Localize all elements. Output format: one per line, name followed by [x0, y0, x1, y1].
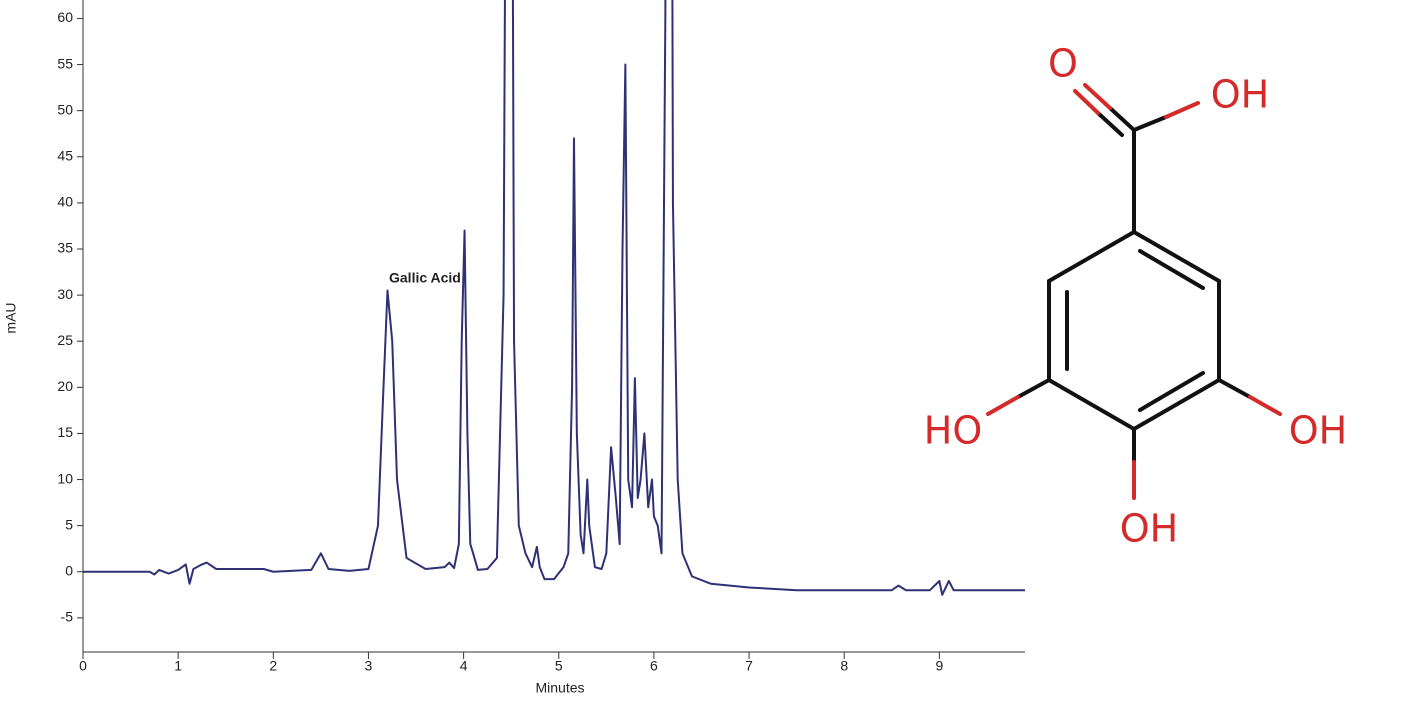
x-axis-label: Minutes — [535, 680, 584, 696]
bond — [1138, 371, 1205, 412]
atom-label: OH — [1211, 73, 1269, 117]
bond — [1073, 89, 1100, 115]
bond — [1108, 106, 1136, 132]
x-tick-label: 6 — [650, 658, 658, 674]
bond — [1132, 378, 1221, 431]
x-tick-label: 3 — [365, 658, 373, 674]
x-tick-label: 4 — [460, 658, 468, 674]
bond — [1083, 83, 1112, 110]
y-tick-label: 30 — [57, 286, 73, 302]
bond — [1096, 111, 1124, 137]
molecule: O OH HO OH OH — [924, 42, 1347, 551]
atom-label: O — [1048, 42, 1078, 86]
bond — [1248, 395, 1282, 416]
y-tick-label: 15 — [57, 424, 73, 440]
x-tick-label: 7 — [745, 658, 753, 674]
bond — [986, 395, 1020, 416]
bond — [1016, 378, 1051, 399]
bond — [1132, 230, 1221, 283]
y-tick-label: 55 — [57, 55, 73, 71]
bond — [1217, 378, 1252, 399]
x-tick-label: 2 — [269, 658, 277, 674]
chromatogram-line — [83, 0, 1025, 596]
chart: Minutes mAU Gallic Acid -505101520253035… — [3, 0, 1025, 696]
bond — [1132, 115, 1168, 132]
x-tick-label: 9 — [935, 658, 943, 674]
y-tick-label: 10 — [57, 470, 73, 486]
y-axis-label: mAU — [3, 302, 19, 333]
y-tick-label: 35 — [57, 240, 73, 256]
bond — [1047, 378, 1136, 431]
y-tick-label: 0 — [65, 562, 73, 578]
y-tick-label: 60 — [57, 9, 73, 25]
y-tick-label: 5 — [65, 516, 73, 532]
y-tick-label: 20 — [57, 378, 73, 394]
bond — [1164, 101, 1200, 119]
y-tick-label: 50 — [57, 101, 73, 117]
annotation: Gallic Acid — [389, 270, 461, 286]
atom-label: HO — [924, 409, 982, 453]
bond — [1047, 230, 1136, 283]
x-tick-label: 5 — [555, 658, 563, 674]
atom-label: OH — [1120, 507, 1178, 551]
y-tick-label: 25 — [57, 332, 73, 348]
x-tick-label: 1 — [174, 658, 182, 674]
y-tick-label: -5 — [61, 609, 74, 625]
atom-label: OH — [1289, 409, 1347, 453]
x-tick-label: 0 — [79, 658, 87, 674]
y-tick-label: 40 — [57, 194, 73, 210]
y-tick-label: 45 — [57, 147, 73, 163]
x-tick-label: 8 — [840, 658, 848, 674]
bond — [1138, 249, 1205, 290]
